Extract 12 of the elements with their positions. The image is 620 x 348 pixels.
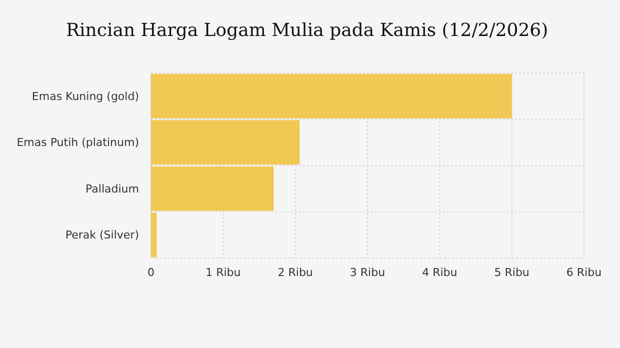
x-tick-label: 5 Ribu	[494, 266, 530, 279]
x-tick-label: 3 Ribu	[350, 266, 386, 279]
chart-title: Rincian Harga Logam Mulia pada Kamis (12/2/2026)	[66, 20, 548, 41]
x-tick-label: 0	[148, 266, 154, 279]
y-tick-label: Perak (Silver)	[65, 228, 139, 242]
y-tick-label: Emas Kuning (gold)	[32, 90, 139, 103]
x-tick-label: 4 Ribu	[422, 266, 458, 279]
x-tick-label: 2 Ribu	[278, 266, 313, 279]
y-tick-label: Emas Putih (platinum)	[16, 136, 139, 150]
x-tick-label: 6 Ribu	[566, 266, 602, 279]
y-tick-label: Palladium	[86, 182, 139, 196]
x-tick-label: 1 Ribu	[206, 266, 241, 279]
